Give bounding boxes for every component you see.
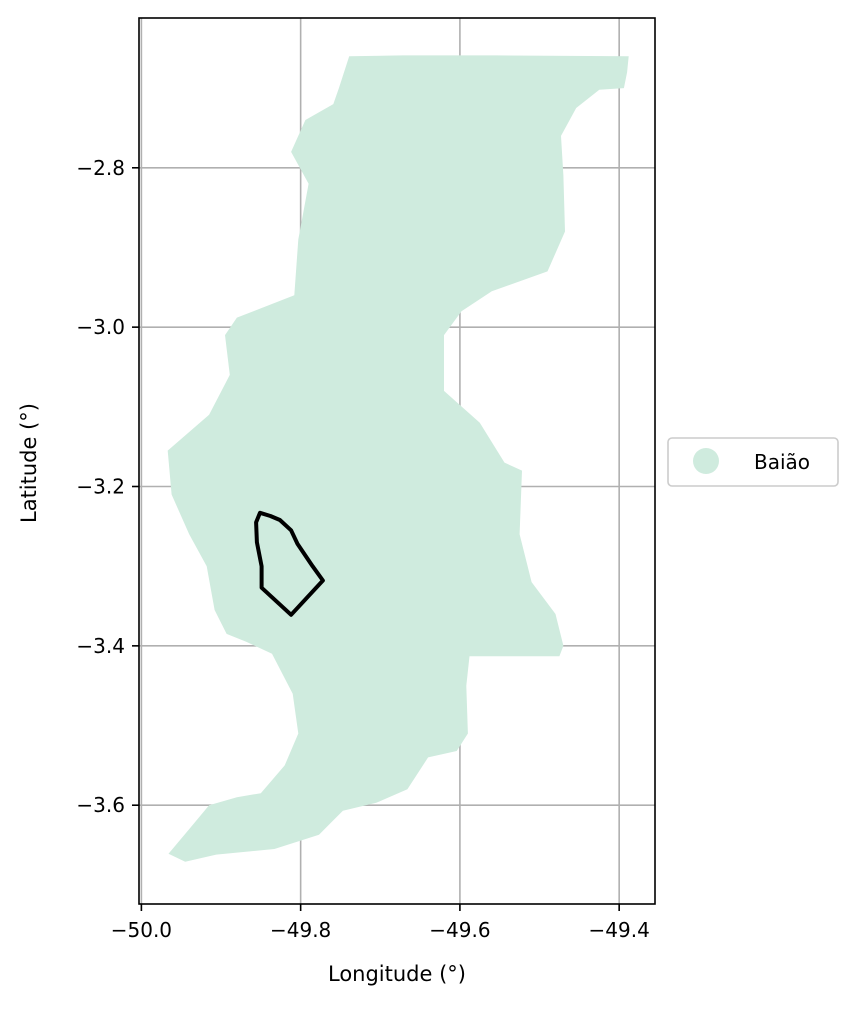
y-tick-label-1: −3.0 (76, 315, 125, 339)
y-tick-label-2: −3.2 (76, 474, 125, 498)
y-axis-label: Latitude (°) (17, 403, 41, 523)
y-tick-label-4: −3.6 (76, 793, 125, 817)
x-tick-label-0: −50.0 (111, 918, 172, 942)
region-baiao[interactable] (167, 55, 629, 862)
x-tick-label-1: −49.8 (270, 918, 331, 942)
x-axis-label: Longitude (°) (328, 962, 466, 986)
legend: Baião (667, 437, 839, 487)
x-tick-label-2: −49.6 (429, 918, 490, 942)
x-tick-label-3: −49.4 (589, 918, 650, 942)
x-axis-ticks: −50.0 −49.8 −49.6 −49.4 (111, 904, 650, 942)
y-axis-ticks: −2.8 −3.0 −3.2 −3.4 −3.6 (76, 156, 139, 817)
highlight-outline (254, 510, 325, 617)
legend-label-baiao: Baião (754, 450, 810, 474)
y-tick-label-0: −2.8 (76, 156, 125, 180)
legend-marker-baiao (693, 448, 719, 474)
plot-frame (138, 17, 656, 905)
y-tick-label-3: −3.4 (76, 634, 125, 658)
